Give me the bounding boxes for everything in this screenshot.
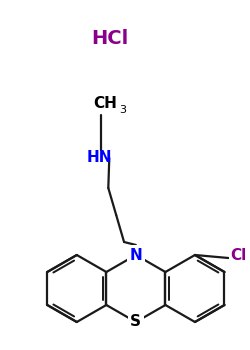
Text: HCl: HCl [92, 28, 129, 48]
Text: CH: CH [94, 96, 118, 111]
Text: N: N [130, 247, 142, 262]
Text: 3: 3 [119, 105, 126, 115]
Text: HN: HN [87, 150, 112, 166]
Text: S: S [130, 315, 141, 329]
Text: Cl: Cl [230, 248, 247, 264]
